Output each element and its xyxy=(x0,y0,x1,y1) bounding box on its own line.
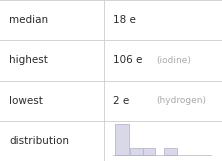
Text: median: median xyxy=(9,15,48,25)
Text: distribution: distribution xyxy=(9,136,69,146)
Text: (iodine): (iodine) xyxy=(157,56,191,65)
Bar xyxy=(164,148,177,155)
Bar xyxy=(130,148,143,155)
Text: (hydrogen): (hydrogen) xyxy=(157,96,206,105)
Text: highest: highest xyxy=(9,55,48,65)
Bar xyxy=(115,124,129,155)
Text: 2 e: 2 e xyxy=(113,96,129,106)
Text: 106 e: 106 e xyxy=(113,55,143,65)
Text: lowest: lowest xyxy=(9,96,43,106)
Text: 18 e: 18 e xyxy=(113,15,136,25)
Bar xyxy=(143,148,155,155)
